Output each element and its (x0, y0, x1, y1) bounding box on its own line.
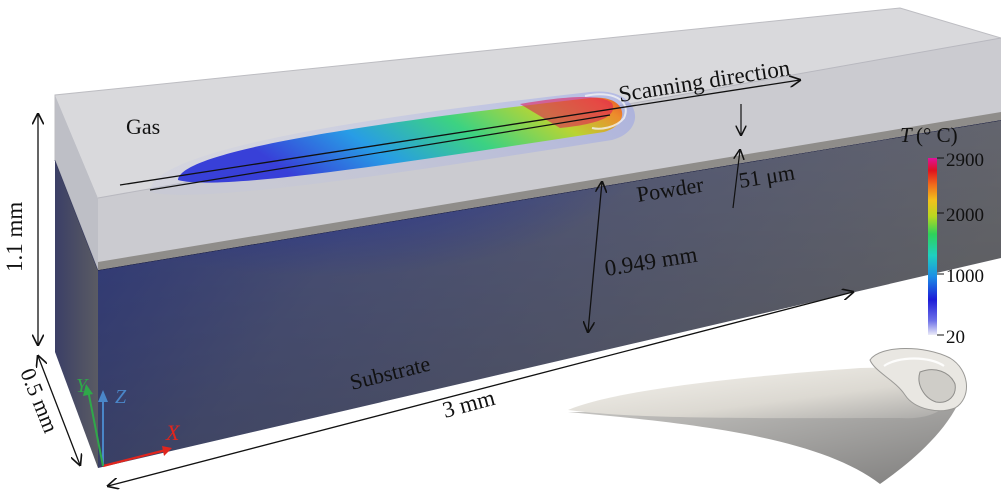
gas-layer-front-face (98, 38, 1001, 270)
melt-track-body (568, 367, 955, 419)
colorbar-tick-label: 2900 (946, 150, 984, 171)
width-label: 0.5 mm (15, 365, 63, 437)
melt-track-shape (568, 348, 967, 484)
gas-layer-outline (54, 7, 1001, 160)
colorbar-title-symbol: T (900, 123, 913, 147)
axis-x-line (102, 448, 167, 468)
axis-y-line (87, 389, 104, 467)
axis-z-label: Z (115, 386, 127, 408)
melt-track-head-rim (918, 369, 956, 403)
axis-x-label: X (165, 420, 181, 445)
powder-thickness-arrow-bottom (732, 150, 740, 209)
powder-layer-band (98, 112, 1001, 270)
axis-triad: X Y Z (76, 375, 181, 468)
colorbar-gradient (928, 158, 937, 335)
colorbar-tick-label: 1000 (946, 266, 984, 287)
melt-track-head-lip (883, 357, 945, 367)
colorbar-title-unit: (° C) (916, 123, 958, 147)
scanning-direction-arrow (119, 80, 800, 186)
height-label: 1.1 mm (2, 202, 27, 272)
colorbar-tick-label: 20 (946, 327, 965, 348)
melt-track-underside (568, 404, 958, 484)
scan-track-centerline (149, 114, 611, 191)
temperature-colorbar: T (° C) 2900 2000 1000 20 (900, 123, 984, 348)
axis-z-arrowhead (98, 390, 108, 402)
width-arrow (38, 356, 80, 465)
gas-layer-side-face (55, 95, 98, 270)
axis-y-arrowhead (83, 384, 93, 396)
axis-y-label: Y (76, 375, 89, 397)
gas-label: Gas (126, 114, 160, 139)
colorbar-tick-label: 2000 (946, 205, 984, 226)
length-arrow (108, 292, 853, 486)
length-label: 3 mm (440, 385, 498, 423)
axis-x-arrowhead (162, 446, 172, 456)
